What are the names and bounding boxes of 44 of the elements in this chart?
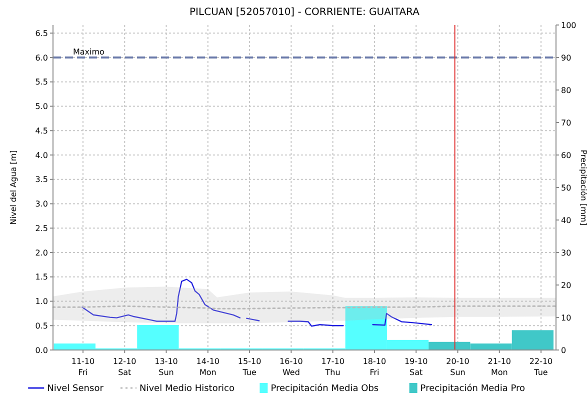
y2-tick-label: 40 — [561, 216, 572, 225]
chart-title: PILCUAN [52057010] - CORRIENTE: GUAITARA — [190, 7, 420, 18]
x-tick-label: 19-10 Sat — [404, 357, 428, 377]
y-tick-label: 2.5 — [35, 224, 48, 233]
y2-tick-label: 60 — [561, 150, 572, 160]
legend-label: Precipitación Media Obs — [270, 383, 379, 394]
legend-label: Nivel Medio Historico — [140, 384, 235, 394]
x-tick-label: 15-10 Tue — [238, 357, 262, 377]
x-tick-label: 18-10 Fri — [362, 357, 386, 377]
y2-tick-label: 80 — [561, 86, 572, 95]
y-tick-label: 5.5 — [35, 78, 48, 87]
y-tick-label: 2.0 — [35, 248, 48, 258]
y-axis-title: Nivel del Agua [m] — [9, 150, 18, 225]
legend-label: Nivel Sensor — [47, 384, 104, 394]
x-tick-label: 11-10 Fri — [71, 357, 95, 377]
x-tick-label: 17-10 Thu — [321, 357, 344, 377]
x-tick-label: 14-10 Mon — [196, 357, 220, 377]
x-tick-label: 21-10 Mon — [488, 357, 512, 377]
y-tick-label: 6.5 — [35, 28, 48, 38]
y-tick-label: 0.0 — [35, 346, 48, 355]
x-tick-label: 22-10 Tue — [529, 357, 553, 377]
y-tick-label: 1.5 — [35, 272, 48, 282]
y-tick-label: 6.0 — [35, 53, 48, 62]
y-tick-label: 4.5 — [35, 126, 48, 136]
y2-tick-label: 30 — [561, 248, 572, 258]
y2-tick-label: 0 — [561, 346, 566, 355]
ref-line-label: Maximo — [73, 48, 105, 57]
x-tick-label: 13-10 Sun — [154, 357, 178, 377]
y-tick-label: 5.0 — [35, 102, 48, 112]
y-tick-label: 3.0 — [35, 200, 48, 209]
y2-tick-label: 10 — [561, 313, 572, 322]
x-tick-label: 20-10 Sun — [446, 357, 470, 377]
y2-tick-label: 70 — [561, 118, 572, 128]
x-tick-label: 12-10 Sat — [113, 357, 136, 377]
y2-tick-label: 90 — [561, 53, 572, 62]
y2-tick-label: 100 — [561, 20, 576, 30]
y-tick-label: 3.5 — [35, 175, 48, 184]
y-tick-label: 1.0 — [35, 297, 48, 306]
legend-label: Precipitación Media Pro — [420, 383, 526, 394]
y-tick-label: 4.0 — [35, 150, 48, 160]
y2-tick-label: 20 — [561, 280, 572, 290]
y2-tick-label: 50 — [561, 183, 572, 192]
x-tick-label: 16-10 Wed — [280, 357, 303, 377]
y-tick-label: 0.5 — [35, 321, 48, 330]
